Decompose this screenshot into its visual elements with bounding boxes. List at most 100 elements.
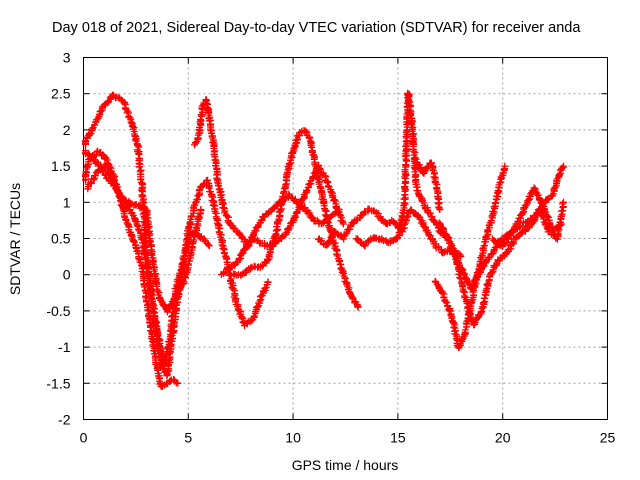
y-tick-label: 0.5 xyxy=(51,231,71,247)
data-point-marker xyxy=(191,199,199,207)
data-point-marker xyxy=(447,311,455,319)
data-point-marker xyxy=(445,306,453,314)
data-point-marker xyxy=(239,318,247,326)
data-point-marker xyxy=(238,315,246,323)
data-point-marker xyxy=(99,151,107,159)
data-point-marker xyxy=(131,136,139,144)
data-point-marker xyxy=(140,283,148,291)
data-point-marker xyxy=(483,232,491,240)
data-point-marker xyxy=(559,162,567,170)
data-point-marker xyxy=(204,241,212,249)
data-point-marker xyxy=(465,279,473,287)
data-point-marker xyxy=(489,250,497,258)
data-point-marker xyxy=(537,198,545,206)
x-tick-label: 0 xyxy=(80,430,88,446)
data-point-marker xyxy=(141,255,149,263)
x-tick-label: 25 xyxy=(600,430,616,446)
data-point-marker xyxy=(205,242,213,250)
data-point-marker xyxy=(338,268,346,276)
series-track-11 xyxy=(411,155,444,214)
data-point-marker xyxy=(149,308,157,316)
data-point-marker xyxy=(91,172,99,180)
data-point-marker xyxy=(346,289,354,297)
data-point-marker xyxy=(484,281,492,289)
data-point-marker xyxy=(321,211,329,219)
data-point-marker xyxy=(88,125,96,133)
data-point-marker xyxy=(158,361,166,369)
data-point-marker xyxy=(440,249,448,257)
data-point-marker xyxy=(324,218,332,226)
data-point-marker xyxy=(207,126,215,134)
data-point-marker xyxy=(313,217,321,225)
data-point-marker xyxy=(180,278,188,286)
data-point-marker xyxy=(240,246,248,254)
x-axis-label: GPS time / hours xyxy=(292,457,399,473)
data-point-marker xyxy=(117,194,125,202)
data-point-marker xyxy=(354,303,362,311)
data-point-marker xyxy=(480,299,488,307)
data-point-marker xyxy=(143,216,151,224)
series-track-4 xyxy=(84,163,205,316)
data-point-marker xyxy=(183,240,191,248)
data-point-marker xyxy=(135,254,143,262)
data-point-marker xyxy=(432,184,440,192)
data-point-marker xyxy=(197,206,205,214)
data-point-marker xyxy=(556,170,563,178)
data-point-marker xyxy=(514,218,522,226)
data-point-marker xyxy=(556,221,564,229)
data-point-marker xyxy=(202,99,210,107)
data-point-marker xyxy=(338,217,346,225)
data-point-marker xyxy=(289,148,297,156)
data-point-marker xyxy=(425,231,433,239)
series-track-8 xyxy=(248,161,347,250)
data-point-marker xyxy=(183,266,191,274)
series-track-12 xyxy=(431,162,509,352)
y-tick-label: -1 xyxy=(58,339,71,355)
data-point-marker xyxy=(445,236,453,244)
data-point-marker xyxy=(397,217,405,225)
data-point-marker xyxy=(145,273,153,281)
y-tick-label: 3 xyxy=(63,50,71,66)
data-point-marker xyxy=(435,219,443,227)
y-axis-label: SDTVAR / TECUs xyxy=(7,183,23,295)
x-tick-label: 20 xyxy=(495,430,511,446)
y-tick-label: 2 xyxy=(63,122,71,138)
data-point-marker xyxy=(107,171,115,179)
data-point-marker xyxy=(551,183,559,191)
data-point-marker xyxy=(543,212,551,220)
y-tick-label: -1.5 xyxy=(46,375,70,391)
data-point-marker xyxy=(557,220,565,228)
data-point-marker xyxy=(209,201,217,209)
data-point-marker xyxy=(426,209,434,217)
data-point-marker xyxy=(206,117,214,125)
data-point-marker xyxy=(261,284,269,292)
y-tick-label: 1.5 xyxy=(51,158,71,174)
data-point-marker xyxy=(121,196,129,204)
y-tick-label: 1 xyxy=(63,194,71,210)
data-point-marker xyxy=(559,200,567,208)
axis-ticks: 0 5 10 15 20 25 -2 -1.5 -1 -0.5 0 0.5 1 1.5 2 2.5 3 xyxy=(46,50,615,446)
data-point-marker xyxy=(353,235,361,243)
data-point-marker xyxy=(491,199,499,207)
series-track-15 xyxy=(489,184,565,250)
data-point-marker xyxy=(174,379,182,387)
data-point-marker xyxy=(264,278,272,286)
y-tick-label: -2 xyxy=(58,412,71,428)
data-point-marker xyxy=(303,186,311,194)
series-track-7 xyxy=(230,127,362,311)
data-point-marker xyxy=(302,127,310,135)
data-point-marker xyxy=(459,287,467,295)
data-point-marker xyxy=(220,249,228,257)
data-point-marker xyxy=(137,258,145,266)
data-point-marker xyxy=(308,213,316,221)
data-point-marker xyxy=(339,220,347,228)
data-point-marker xyxy=(477,308,485,316)
data-points xyxy=(82,89,567,390)
data-point-marker xyxy=(97,107,105,115)
data-point-marker xyxy=(309,173,317,181)
x-tick-label: 15 xyxy=(390,430,406,446)
data-point-marker xyxy=(145,281,153,289)
y-tick-label: -0.5 xyxy=(46,303,70,319)
